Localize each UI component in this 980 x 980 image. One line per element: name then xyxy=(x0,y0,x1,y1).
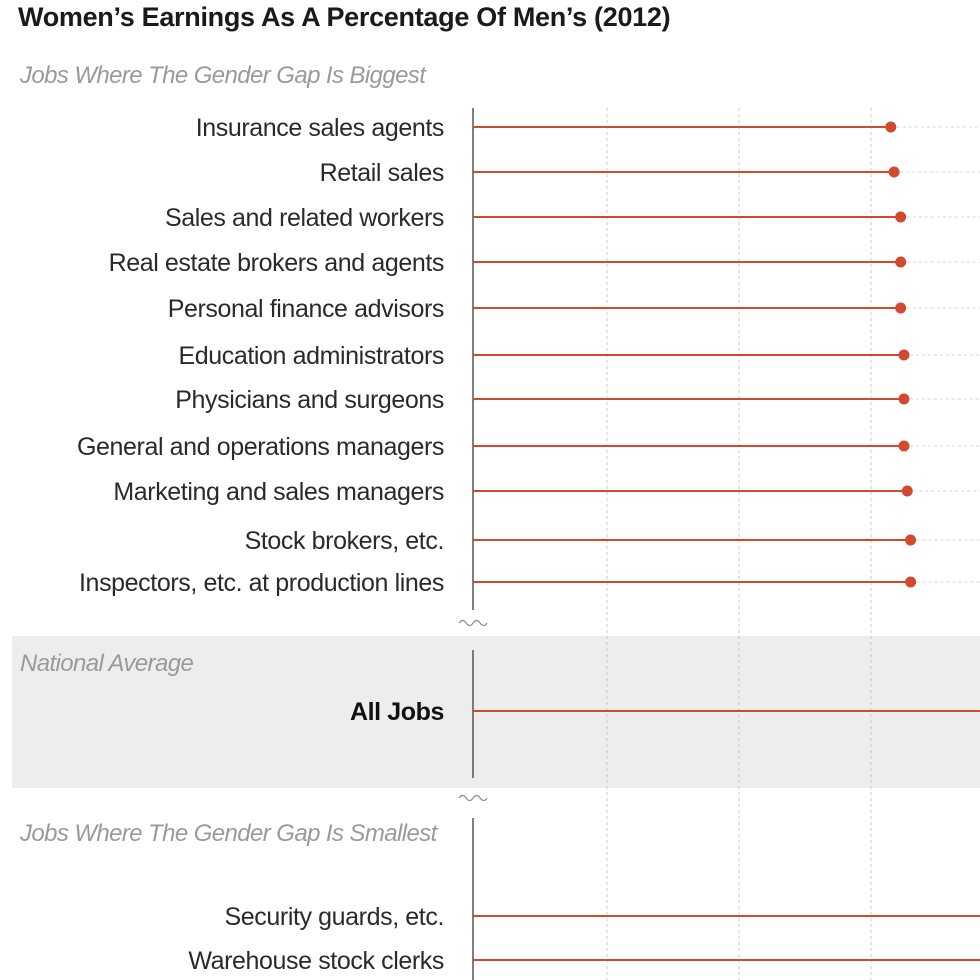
row-label: Marketing and sales managers xyxy=(113,478,444,506)
row-label: General and operations managers xyxy=(77,433,444,461)
lollipop-dot xyxy=(885,121,897,133)
axis-break xyxy=(458,794,488,802)
lollipop-dot xyxy=(905,534,917,546)
section-label-smallest-gap: Jobs Where The Gender Gap Is Smallest xyxy=(20,820,437,847)
lollipop-dot xyxy=(888,166,900,178)
lollipop-dot xyxy=(898,440,910,452)
lollipop-dot xyxy=(895,211,907,223)
row-label: Insurance sales agents xyxy=(196,114,444,142)
lollipop-dot xyxy=(895,302,907,314)
lollipop-dot xyxy=(898,349,910,361)
axis-break xyxy=(458,619,488,627)
row-label: Stock brokers, etc. xyxy=(245,527,444,555)
row-label: All Jobs xyxy=(350,698,444,726)
row-label: Security guards, etc. xyxy=(225,903,444,931)
lollipop-dot xyxy=(905,576,917,588)
lollipop-dot xyxy=(901,485,913,497)
row-label: Personal finance advisors xyxy=(168,295,444,323)
row-label: Real estate brokers and agents xyxy=(109,249,444,277)
row-label: Warehouse stock clerks xyxy=(188,947,444,975)
row-label: Sales and related workers xyxy=(165,204,444,232)
section-label-national-average: National Average xyxy=(20,650,194,677)
chart-title: Women’s Earnings As A Percentage Of Men’… xyxy=(18,2,671,32)
row-label: Inspectors, etc. at production lines xyxy=(79,569,444,597)
section-label-biggest-gap: Jobs Where The Gender Gap Is Biggest xyxy=(20,62,426,89)
row-label: Physicians and surgeons xyxy=(175,386,444,414)
lollipop-dot xyxy=(898,393,910,405)
row-label: Education administrators xyxy=(178,342,444,370)
lollipop-dot xyxy=(895,256,907,268)
row-label: Retail sales xyxy=(320,159,444,187)
